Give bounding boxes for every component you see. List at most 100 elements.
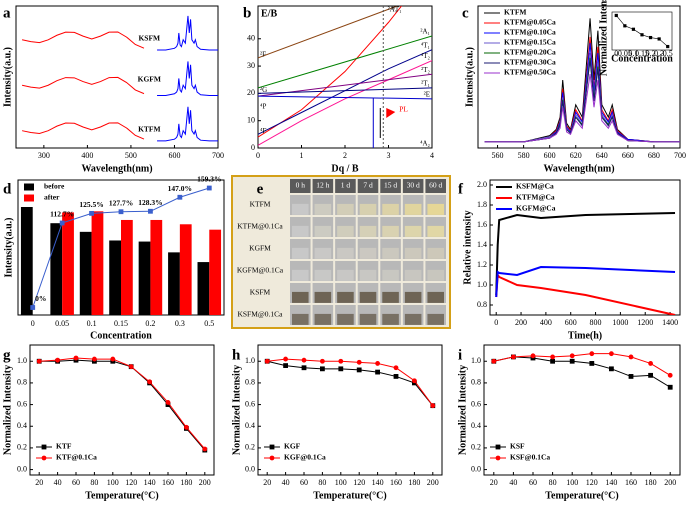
legend-marker	[41, 444, 47, 450]
legend-label: KSF	[510, 442, 525, 451]
legend-label: KGF@0.1Ca	[284, 453, 326, 462]
series-line	[495, 265, 676, 298]
x-tick-label: 0.15	[114, 319, 128, 328]
panel: h 0.0 0.2 0.4 0.6 0.8 1.0 20 40 60 80 100 120 140 160 1…	[231, 344, 443, 501]
legend-label: KTFM@0.20Ca	[504, 48, 556, 57]
x-tick-label: 1200	[637, 318, 653, 327]
column-header-bg	[312, 179, 334, 193]
x-tick-label: 80	[90, 478, 98, 487]
plot-frame	[483, 344, 681, 476]
x-tick-label: 660	[622, 151, 634, 160]
legend-marker	[41, 455, 47, 461]
x-axis-label: Time(h)	[568, 330, 602, 341]
x-tick-label: 120	[586, 478, 598, 487]
x-tick-label: 60	[300, 478, 308, 487]
legend-label: KSFM@Ca	[516, 182, 554, 191]
y-axis-label: Intensity(a.u.)	[3, 217, 14, 277]
series-line	[39, 357, 206, 450]
plot-frame	[611, 11, 673, 51]
legend-label: KTFM@0.50Ca	[504, 68, 556, 77]
y-axis-label: Intensity(a.u.)	[2, 47, 13, 107]
x-tick-label: 0.05	[618, 49, 632, 58]
sample-powder	[404, 291, 422, 303]
data-label: 159.3%	[197, 175, 221, 184]
row-label: KSFM@0.1Ca	[237, 310, 283, 319]
marker	[491, 358, 497, 364]
y-tick-label: 0.4	[17, 421, 27, 430]
y-tick-label: 0.6	[471, 399, 481, 408]
y-tick-label: 1.0	[477, 280, 487, 289]
x-tick-label: 200	[515, 318, 527, 327]
x-tick-label: 20	[490, 478, 498, 487]
series-line	[258, 6, 402, 138]
panel-label: i	[458, 347, 462, 363]
marker	[375, 369, 380, 375]
sample-powder	[382, 291, 399, 303]
marker	[184, 424, 189, 430]
x-axis-label: Temperature(°C)	[85, 490, 158, 501]
x-tick-label: 0.1	[628, 49, 638, 58]
marker	[430, 403, 436, 409]
panel-label: c	[462, 5, 469, 21]
bar	[91, 211, 104, 315]
x-tick-label: 80	[318, 478, 326, 487]
x-tick-label: 0	[614, 49, 618, 58]
x-tick-label: 20	[263, 478, 271, 487]
sample-powder	[427, 247, 444, 259]
series-line	[258, 95, 432, 100]
x-tick-label: 140	[605, 478, 617, 487]
marker	[530, 353, 536, 359]
x-axis-label: Wavelength(nm)	[81, 163, 152, 174]
bar	[197, 262, 210, 315]
y-tick-label: 0.0	[17, 464, 27, 473]
x-tick-label: 140	[144, 478, 156, 487]
annotation: PL	[399, 105, 408, 114]
legend-label: KTFM@0.10Ca	[504, 28, 556, 37]
term-label: ⁴T₁	[421, 41, 430, 49]
sample-powder	[337, 269, 354, 281]
series-line	[484, 73, 680, 143]
legend-marker	[495, 444, 501, 450]
marker	[589, 351, 595, 357]
marker	[631, 27, 636, 31]
sample-powder	[427, 313, 444, 325]
y-tick-label: 2.0	[477, 180, 487, 189]
x-tick-label: 0.5	[204, 319, 214, 328]
marker	[73, 355, 79, 361]
legend-label: KTFM@0.30Ca	[504, 58, 556, 67]
marker	[356, 367, 362, 373]
x-tick-label: 400	[81, 151, 93, 160]
marker	[609, 366, 614, 372]
bar	[150, 219, 163, 315]
panel: i 0.0 0.2 0.4 0.6 0.8 1.0 20 40 60 80 100 120 140 160 1…	[457, 344, 681, 501]
bar	[121, 219, 133, 315]
series-line	[258, 87, 432, 94]
sample-powder	[314, 313, 332, 325]
plot-frame	[257, 344, 443, 476]
marker	[640, 33, 644, 37]
marker	[648, 361, 653, 366]
term-label: ⁴T₂	[421, 52, 431, 60]
bar	[168, 252, 180, 315]
x-tick-label: 2	[343, 151, 347, 160]
x-tick-label: 700	[674, 151, 686, 160]
bar	[179, 224, 192, 315]
marker	[301, 365, 307, 371]
marker	[609, 351, 614, 357]
marker	[412, 378, 417, 384]
y-tick-label: 40	[247, 34, 255, 43]
y-tick-label: 0.0	[471, 464, 481, 473]
bar	[79, 231, 92, 315]
x-tick-label: 800	[590, 318, 602, 327]
panel: f 0.8 1.0 1.2 1.4 1.6 1.8 2.0 0 200 400 600 800 1000 1…	[458, 179, 681, 341]
y-tick-label: 0.6	[245, 399, 255, 408]
column-header-bg	[380, 179, 401, 193]
marker	[338, 358, 344, 364]
marker	[283, 356, 288, 362]
plot-frame	[489, 179, 681, 316]
bar	[209, 229, 222, 315]
marker	[589, 361, 595, 366]
y-tick-label: 0.8	[245, 378, 255, 387]
marker	[283, 363, 288, 368]
y-axis-label: E/B	[261, 8, 277, 19]
